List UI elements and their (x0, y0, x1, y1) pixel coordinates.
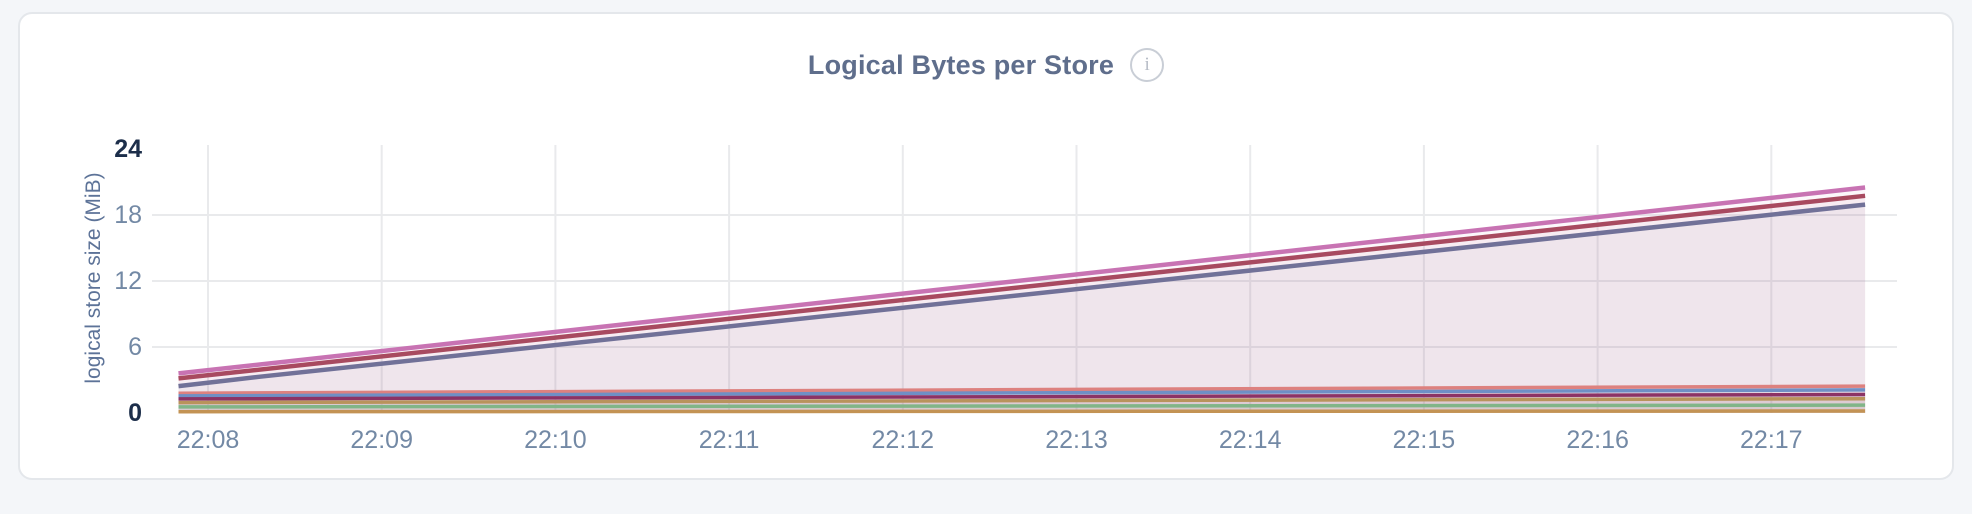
line-series-9 (178, 409, 1866, 414)
x-tick-label: 22:10 (524, 426, 587, 454)
line-series-4 (178, 384, 1866, 395)
x-tick-label: 22:14 (1218, 426, 1282, 454)
y-tick-label: 24 (114, 135, 142, 163)
line-series-8 (178, 403, 1866, 409)
line-series-3 (178, 202, 1866, 389)
chart-header: Logical Bytes per Store i (20, 48, 1952, 82)
y-tick-label: 12 (114, 267, 142, 295)
x-tick-label: 22:12 (871, 426, 935, 454)
y-tick-label: 6 (128, 333, 142, 361)
x-tick-label: 22:15 (1392, 426, 1456, 454)
chart-title: Logical Bytes per Store (807, 49, 1115, 80)
x-tick-label: 22:08 (176, 426, 240, 454)
y-tick-label: 18 (114, 201, 142, 229)
line-series-7 (178, 396, 1866, 405)
line-series-1 (178, 185, 1866, 376)
x-tick-label: 22:17 (1740, 426, 1803, 454)
area-series-3 (178, 204, 1866, 413)
x-tick-label: 22:16 (1566, 426, 1629, 454)
info-icon[interactable]: i (1130, 48, 1165, 82)
area-series-1 (178, 187, 1866, 413)
line-area-chart (152, 145, 1897, 414)
chart-card: Logical Bytes per Store i logical store … (18, 12, 1954, 480)
x-tick-label: 22:11 (698, 426, 760, 454)
y-tick-label: 0 (128, 399, 142, 427)
line-series-2 (178, 193, 1866, 381)
line-series-6 (178, 392, 1866, 401)
line-series-5 (178, 388, 1866, 398)
x-tick-label: 22:13 (1045, 426, 1108, 454)
x-tick-label: 22:09 (350, 426, 413, 454)
